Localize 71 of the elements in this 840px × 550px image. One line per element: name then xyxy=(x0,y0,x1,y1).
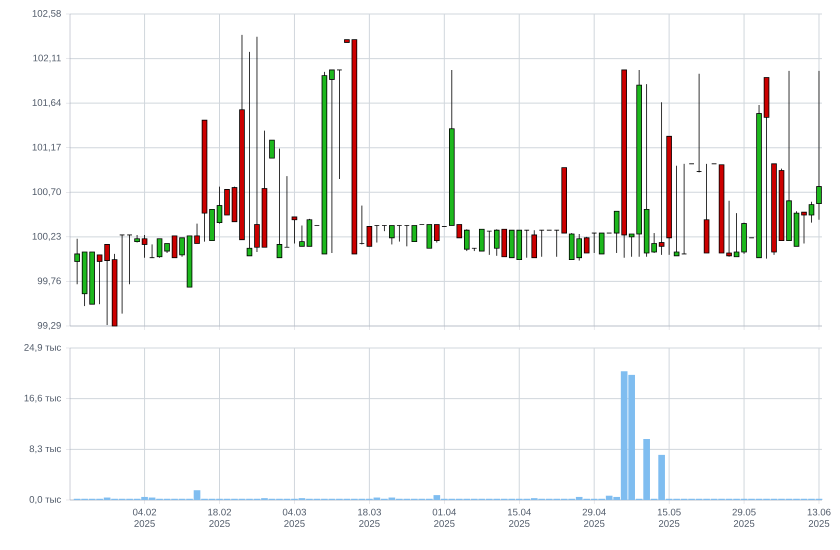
candlestick xyxy=(598,232,604,254)
y-tick-label: 102,11 xyxy=(33,54,61,63)
candlestick xyxy=(628,234,634,258)
candlestick xyxy=(524,230,530,258)
candlestick xyxy=(404,225,410,247)
x-tick-label: 15.05 2025 xyxy=(658,508,681,527)
y-tick-label: 24,9 тыс xyxy=(24,344,62,352)
candlestick xyxy=(538,230,545,258)
candlestick xyxy=(816,70,822,220)
candlestick xyxy=(486,230,492,256)
candlestick xyxy=(591,232,597,254)
candlestick xyxy=(299,225,305,247)
candlestick xyxy=(119,234,125,314)
x-tick-label: 13.06 2025 xyxy=(808,508,831,527)
candlestick xyxy=(434,224,440,243)
candlestick xyxy=(276,148,282,258)
candlestick xyxy=(734,212,740,258)
candlestick xyxy=(681,163,687,254)
candlestick xyxy=(74,238,80,285)
y-tick-label: 100,23 xyxy=(32,232,61,241)
candlestick xyxy=(584,236,590,254)
x-tick-label: 29.04 2025 xyxy=(582,508,606,527)
candlestick xyxy=(494,228,500,256)
candlestick xyxy=(96,254,102,305)
x-tick-label: 04.03 2025 xyxy=(282,508,306,527)
candlestick xyxy=(269,140,275,159)
candlestick xyxy=(359,205,365,245)
candlestick xyxy=(246,52,252,256)
candlestick xyxy=(576,234,582,261)
candlestick xyxy=(456,224,462,238)
x-tick-label: 04.02 2025 xyxy=(132,508,156,527)
candlestick xyxy=(651,232,657,254)
candlestick xyxy=(696,73,702,173)
y-tick-label: 100,70 xyxy=(32,188,61,196)
candlestick xyxy=(464,228,470,252)
candlestick xyxy=(382,225,388,232)
candlestick xyxy=(674,165,680,256)
candlestick xyxy=(531,230,538,258)
candlestick xyxy=(374,225,380,243)
x-tick-label: 01.04 2025 xyxy=(432,508,456,527)
candlestick xyxy=(292,216,298,244)
candlestick xyxy=(126,234,132,285)
candlestick xyxy=(478,228,485,252)
x-tick-label: 15.04 2025 xyxy=(508,508,531,527)
candlestick xyxy=(614,210,620,254)
candlestick xyxy=(149,244,155,258)
candlestick xyxy=(426,224,432,249)
candlestick xyxy=(104,244,110,326)
y-tick-label: 101,17 xyxy=(32,144,61,152)
x-tick-label: 18.03 2025 xyxy=(358,508,381,527)
x-tick-label: 29.05 2025 xyxy=(732,508,756,527)
candlestick xyxy=(658,102,664,256)
candlestick xyxy=(366,226,372,247)
candlestick xyxy=(412,225,418,242)
candlestick xyxy=(156,238,162,258)
candlestick xyxy=(142,234,148,258)
y-tick-label: 101,64 xyxy=(32,99,62,108)
y-tick-label: 0,0 тыс xyxy=(30,496,62,504)
candlestick xyxy=(726,200,732,258)
candlestick xyxy=(284,176,290,248)
y-tick-label: 102,58 xyxy=(32,10,61,18)
candlestick xyxy=(336,70,342,180)
candlestick xyxy=(396,225,402,242)
y-tick-label: 99,29 xyxy=(38,322,61,330)
candlestick xyxy=(329,70,335,254)
y-tick-label: 99,76 xyxy=(38,277,61,286)
y-tick-label: 8,3 тыс xyxy=(30,445,62,454)
x-tick-label: 18.02 2025 xyxy=(208,508,232,527)
candlestick xyxy=(554,230,560,258)
y-tick-label: 16,6 тыс xyxy=(24,394,62,403)
candlestick xyxy=(389,225,395,245)
